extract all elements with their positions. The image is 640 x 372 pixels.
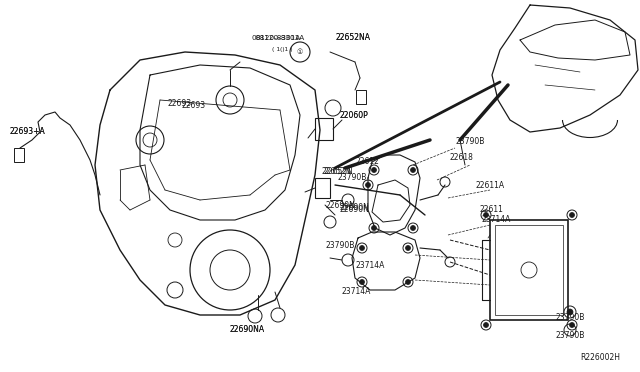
Text: 23714A: 23714A <box>355 260 385 269</box>
Text: 23790B: 23790B <box>455 138 484 147</box>
Text: 22652NA: 22652NA <box>335 33 370 42</box>
Circle shape <box>360 246 365 250</box>
Text: 23714A: 23714A <box>482 215 511 224</box>
Text: 08120-8301A: 08120-8301A <box>255 35 304 41</box>
Text: 22618: 22618 <box>450 154 474 163</box>
Text: 22690N: 22690N <box>326 201 356 209</box>
Circle shape <box>483 323 488 327</box>
Text: ( 1 ): ( 1 ) <box>272 48 285 52</box>
Text: 22690N: 22690N <box>340 205 370 215</box>
Circle shape <box>567 309 573 315</box>
Bar <box>14 148 24 162</box>
Circle shape <box>371 225 376 231</box>
Circle shape <box>570 323 575 327</box>
Text: 22611A: 22611A <box>475 180 504 189</box>
Text: 23790B: 23790B <box>555 330 584 340</box>
Circle shape <box>410 225 415 231</box>
Text: ①: ① <box>297 49 303 55</box>
Text: 23790B: 23790B <box>555 314 584 323</box>
Bar <box>315 118 333 140</box>
Text: 22693: 22693 <box>168 99 192 108</box>
Bar <box>490 220 568 320</box>
Bar <box>315 178 330 198</box>
Text: 22060P: 22060P <box>340 110 369 119</box>
Text: 22652NA: 22652NA <box>335 33 370 42</box>
Circle shape <box>360 279 365 285</box>
Bar <box>356 90 366 104</box>
Circle shape <box>410 167 415 173</box>
Text: 22652N: 22652N <box>324 167 354 176</box>
Circle shape <box>406 246 410 250</box>
Bar <box>495 225 563 315</box>
Text: 22690NA: 22690NA <box>230 326 265 334</box>
Text: 23790B: 23790B <box>326 241 355 250</box>
Circle shape <box>371 167 376 173</box>
Text: 23790B: 23790B <box>338 173 367 183</box>
Text: ( 1 ): ( 1 ) <box>280 48 292 52</box>
Circle shape <box>406 279 410 285</box>
Text: R226002H: R226002H <box>580 353 620 362</box>
Circle shape <box>365 183 371 187</box>
Text: 22693+A: 22693+A <box>10 128 45 137</box>
Text: 22690N: 22690N <box>340 203 370 212</box>
Text: 22693+A: 22693+A <box>10 128 45 137</box>
Text: 22060P: 22060P <box>340 110 369 119</box>
Text: 23714A: 23714A <box>342 288 371 296</box>
Circle shape <box>483 212 488 218</box>
Text: 22652N: 22652N <box>322 167 352 176</box>
Text: 22612: 22612 <box>355 157 379 167</box>
Circle shape <box>570 212 575 218</box>
Text: 22693: 22693 <box>182 100 206 109</box>
Text: 22690NA: 22690NA <box>230 326 265 334</box>
Text: 08120-8301A: 08120-8301A <box>252 35 301 41</box>
Text: 22611: 22611 <box>480 205 504 215</box>
